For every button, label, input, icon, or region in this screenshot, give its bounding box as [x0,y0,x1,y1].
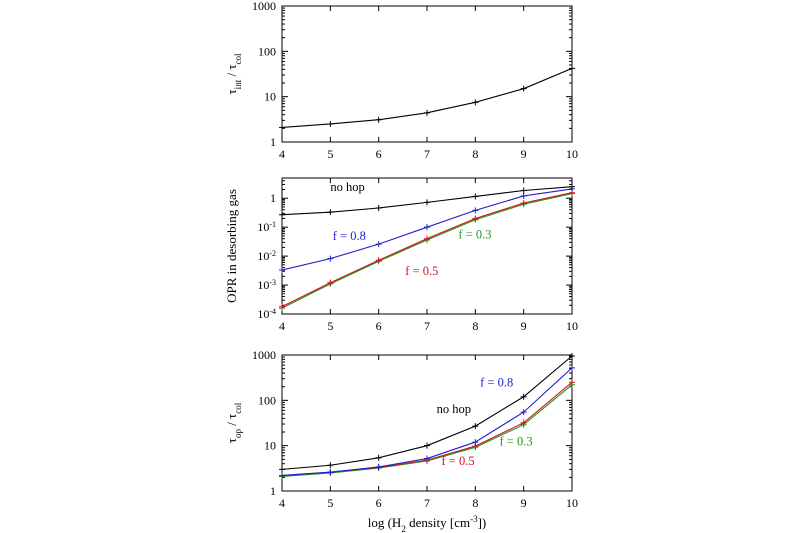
data-point [424,224,430,231]
y-tick-label: 1 [270,191,276,205]
data-point [472,423,479,430]
y-axis-label: τint / τcol [224,53,243,95]
y-tick-label: 10-3 [257,278,276,293]
series-line [281,193,573,309]
y-axis-label: τop / τcol [224,402,243,443]
y-tick-label: 10 [264,90,276,104]
data-point [327,120,334,127]
data-point [279,124,285,131]
x-tick-label: 7 [424,319,430,333]
data-point [472,215,479,222]
series-line [281,355,573,470]
data-point [520,85,527,92]
x-tick-label: 10 [566,319,578,333]
data-point [520,187,527,194]
x-tick-label: 8 [472,496,478,510]
y-tick-label: 10-4 [257,307,276,322]
panel-3: 4 5 6 7 8 9 10 1 10 100 1000 f = 0.8 no hop f = 0.3 f … [224,348,578,533]
data-point [569,65,575,72]
data-point [375,463,382,470]
data-point [279,472,285,479]
data-point [375,116,382,123]
x-tick-label: 10 [566,496,578,510]
data-point [472,439,479,446]
x-tick-label: 6 [376,496,382,510]
data-point [520,409,527,416]
data-point [327,279,334,286]
y-tick-label: 100 [258,44,276,58]
data-point [472,99,479,106]
x-tick-label: 9 [521,147,527,161]
x-tick-label: 9 [521,319,527,333]
y-tick-label: 10-1 [257,220,276,235]
data-point [327,462,334,469]
data-point [569,379,575,386]
series-annotation: f = 0.3 [500,435,533,449]
series-annotation: f = 0.8 [333,229,366,243]
data-point [279,466,285,473]
x-tick-label: 4 [279,496,285,510]
y-tick-label: 1000 [252,0,276,13]
data-point [375,241,382,248]
series-annotation: f = 0.8 [480,376,513,390]
data-point [472,193,479,200]
data-point [520,393,527,400]
y-tick-label: 1 [270,484,276,498]
data-point [375,204,382,211]
data-point [424,442,430,449]
data-point [424,109,430,116]
data-point [279,267,285,274]
x-tick-label: 8 [472,319,478,333]
y-tick-label: 10-2 [257,249,276,264]
data-point [327,469,334,476]
panel-2: 4 5 6 7 8 9 10 10-4 10-3 10-2 10-1 1 no hop f = 0.8 f … [224,177,578,333]
data-point [424,455,430,462]
series-line [281,192,573,308]
data-point [279,303,285,310]
x-tick-label: 6 [376,147,382,161]
data-point [424,199,430,206]
data-point [375,454,382,461]
data-point [569,183,575,190]
series-line [281,67,573,128]
data-point [472,207,479,214]
x-tick-label: 10 [566,147,578,161]
series-annotation: no hop [437,402,471,416]
x-tick-label: 6 [376,319,382,333]
data-point [520,200,527,207]
data-point [279,211,285,218]
x-tick-label: 7 [424,496,430,510]
data-point [424,235,430,242]
data-point [327,209,334,216]
y-tick-label: 1 [270,135,276,149]
y-tick-label: 100 [258,393,276,407]
panel-1: 4 5 6 7 8 9 10 1 10 100 1000 τint / τcol [224,0,578,161]
x-tick-label: 5 [327,319,333,333]
data-point [569,353,575,360]
plot-frame [281,177,573,315]
series-annotation: f = 0.3 [458,228,491,242]
x-tick-label: 7 [424,147,430,161]
plot-frame [281,354,573,492]
y-axis-label: OPR in desorbing gas [224,189,239,303]
series-annotation: no hop [330,180,364,194]
y-tick-label: 10 [264,439,276,453]
series-annotation: f = 0.5 [442,454,475,468]
x-tick-label: 4 [279,319,285,333]
x-axis-label: log (H2 density [cm-3]) [368,514,487,533]
x-tick-label: 8 [472,147,478,161]
x-tick-label: 5 [327,147,333,161]
series-annotation: f = 0.5 [405,264,438,278]
x-tick-label: 9 [521,496,527,510]
data-point [327,255,334,262]
y-tick-label: 1000 [252,348,276,362]
x-tick-label: 4 [279,147,285,161]
plot-frame [281,5,573,143]
data-point [520,419,527,426]
data-point [569,364,575,371]
data-point [520,192,527,199]
x-tick-label: 5 [327,496,333,510]
data-point [375,257,382,264]
